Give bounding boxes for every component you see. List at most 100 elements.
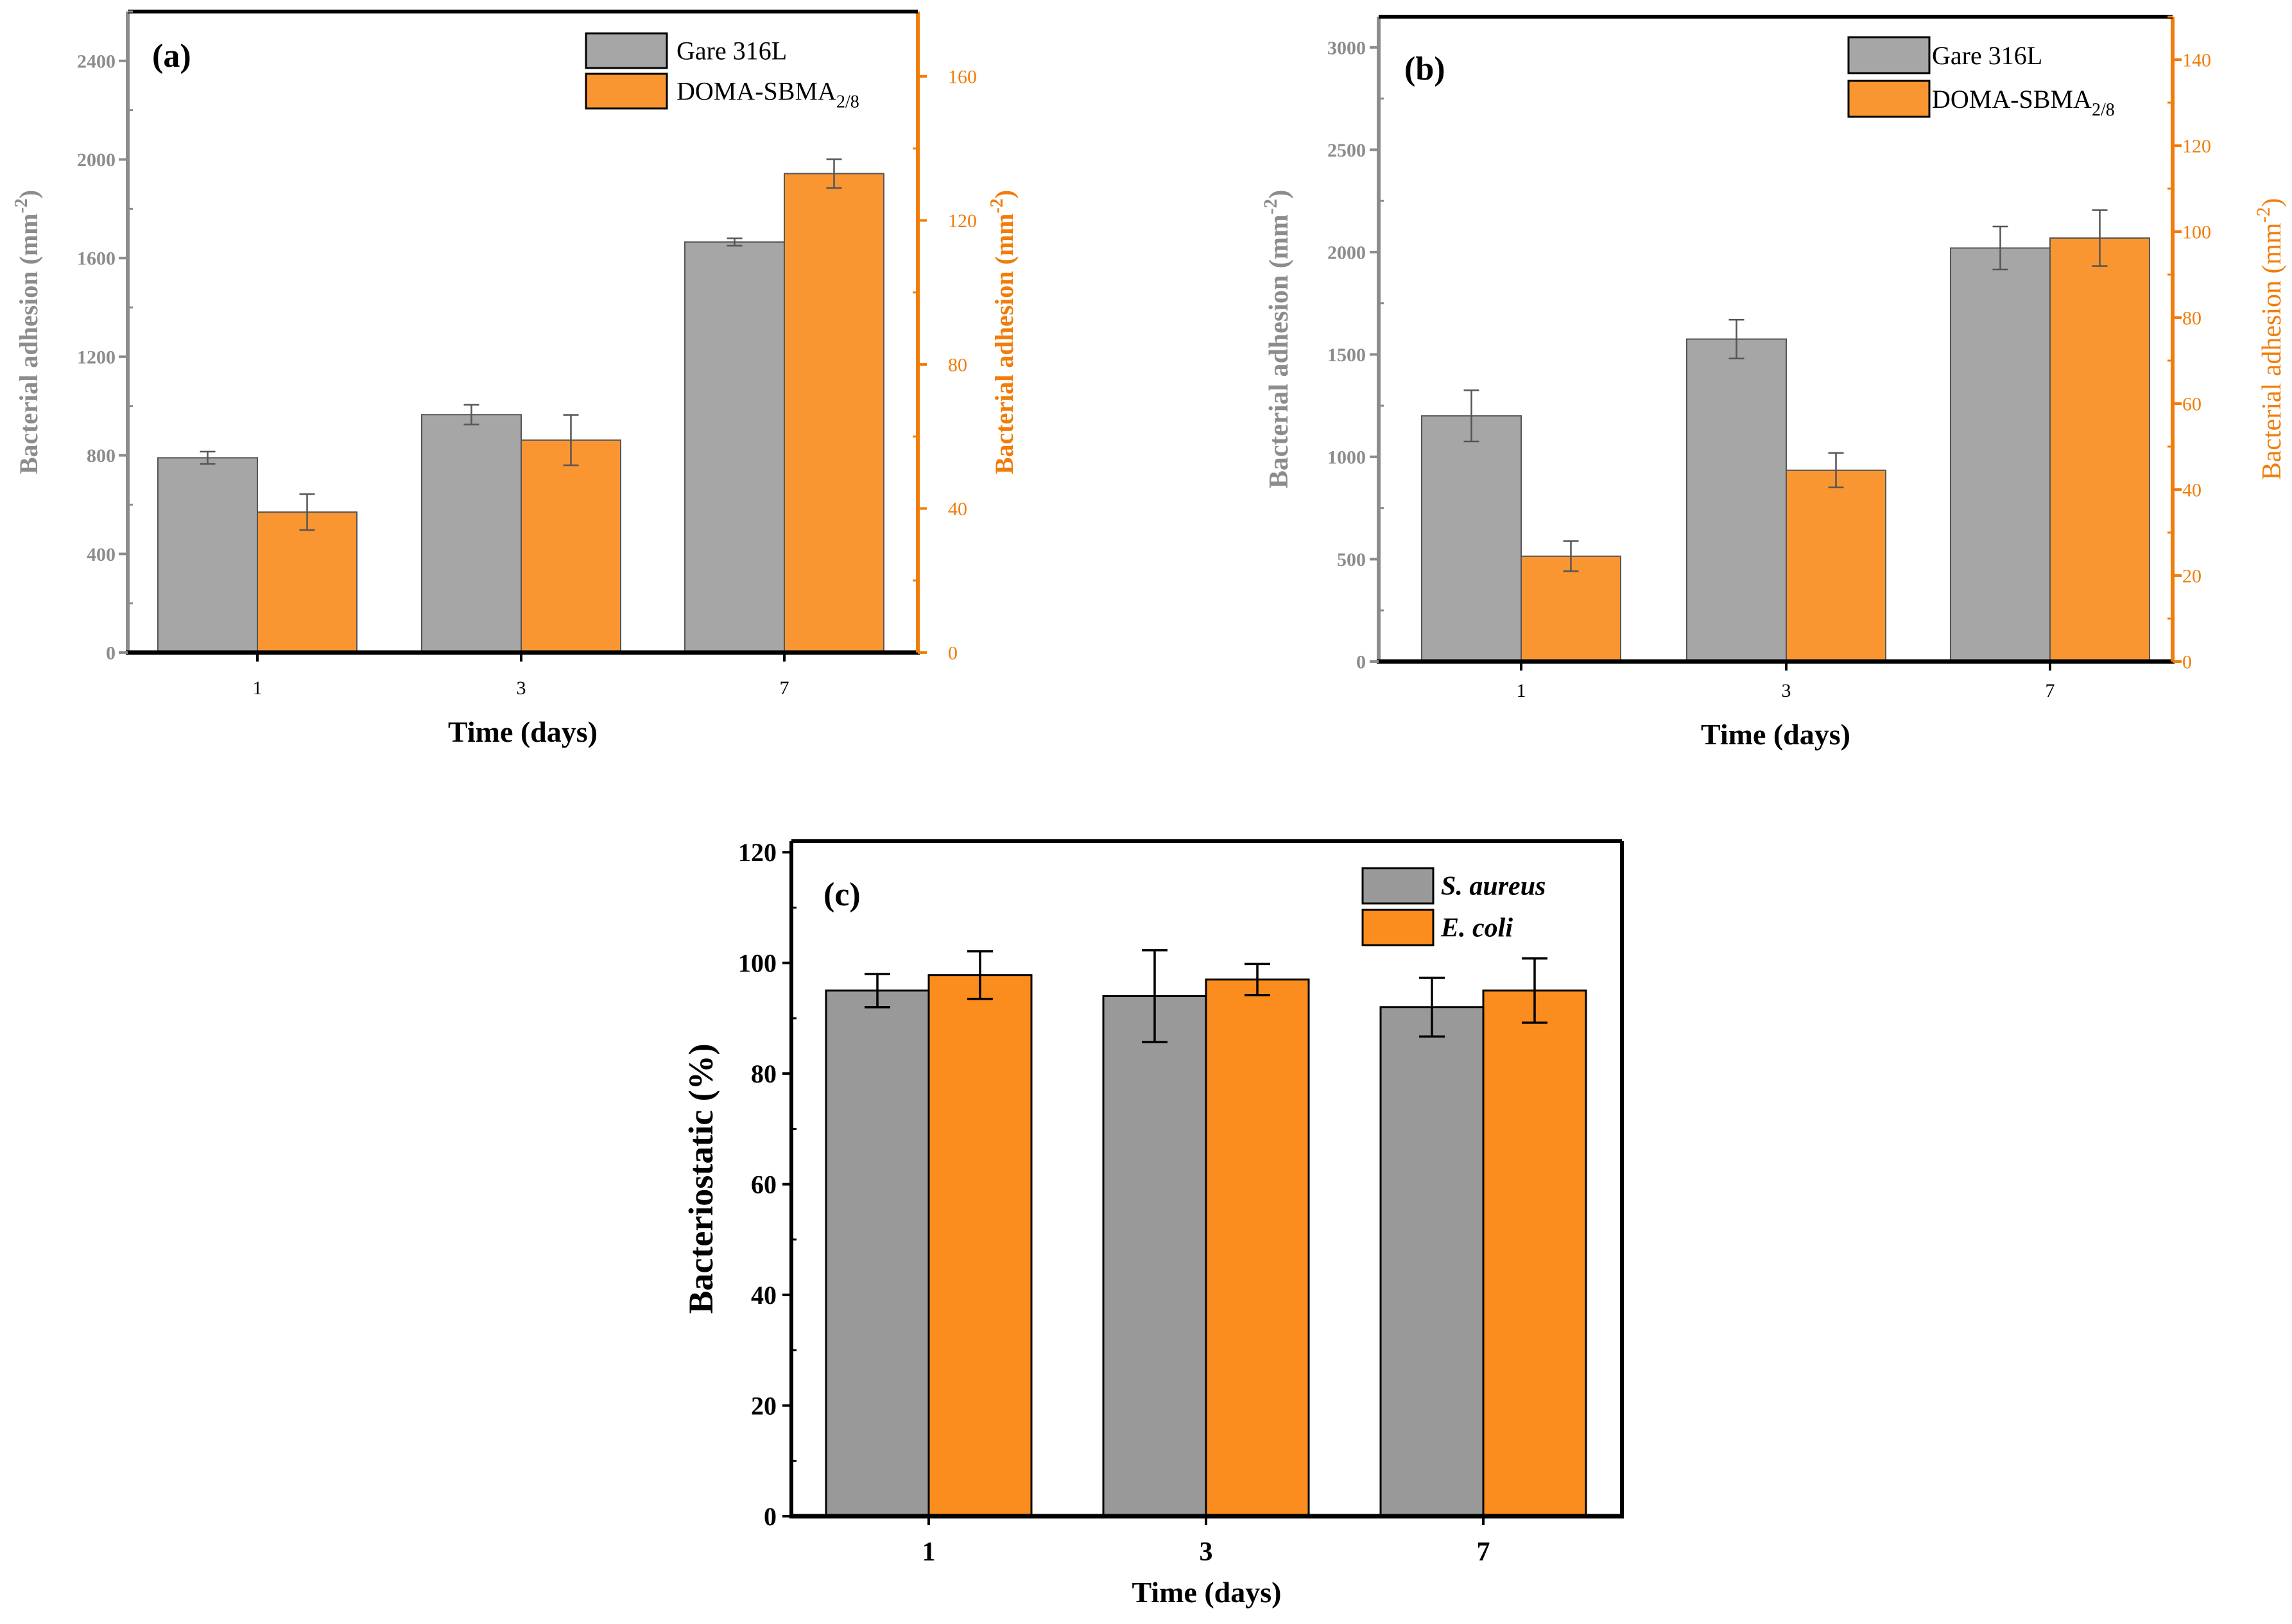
legend-label-c-s0: S. aureus xyxy=(1441,871,1546,901)
legend-label-text: Gare 316L xyxy=(1932,41,2042,70)
bar-b-s0-3 xyxy=(1686,338,1787,662)
y-axis-title-right-a: Bacterial adhesion (mm-2) xyxy=(987,190,1019,474)
legend-swatch-b-s0 xyxy=(1847,36,1931,74)
legend-label-sub: 2/8 xyxy=(836,92,859,112)
y-axis-title-right-sup: -2 xyxy=(2253,207,2274,223)
left-tick-label-a: 2000 xyxy=(77,150,116,171)
x-tick-label-b: 7 xyxy=(2046,680,2055,701)
left-tick-label-a: 800 xyxy=(87,445,116,466)
legend-swatch-a-s1 xyxy=(585,73,668,110)
y-axis-title-left-sup: -2 xyxy=(1261,199,1281,214)
bar-b-s0-1 xyxy=(1421,415,1522,663)
y-axis-title-right-sup: -2 xyxy=(987,198,1007,213)
y-axis-title-left-text: Bacterial adhesion (mm xyxy=(1264,214,1294,488)
panel-c: 0 20 40 60 80 100 120 1 3 7 Time (days) Bacteriosta… xyxy=(682,838,1624,1609)
bar-c-s1-3 xyxy=(1205,979,1310,1517)
left-tick-label-c: 80 xyxy=(751,1059,777,1088)
left-tick-label-a: 1600 xyxy=(77,248,116,269)
right-tick-label-a: 160 xyxy=(948,67,977,88)
panel-a: 0 400 800 1200 1600 2000 2400 0 40 80 120 160 1 3 7 Tim… xyxy=(12,10,1019,748)
bar-a-s1-7 xyxy=(784,173,884,654)
bar-c-s0-3 xyxy=(1102,995,1207,1517)
right-tick-label-b: 20 xyxy=(2182,566,2202,587)
x-tick-label-c: 3 xyxy=(1200,1537,1213,1567)
right-tick-label-b: 0 xyxy=(2182,652,2192,673)
y-axis-title-right-close: ) xyxy=(2257,198,2287,207)
left-tick-label-c: 40 xyxy=(751,1281,777,1310)
left-tick-label-b: 500 xyxy=(1337,549,1366,570)
legend-label-a-s1: DOMA-SBMA2/8 xyxy=(676,77,859,112)
x-tick-label-c: 1 xyxy=(922,1537,936,1567)
legend-label-sub: 2/8 xyxy=(2092,100,2115,120)
y-axis-title-left-c: Bacteriostatic (%) xyxy=(682,1043,720,1313)
x-tick-label-a: 1 xyxy=(253,678,263,699)
x-tick-label-a: 7 xyxy=(780,678,789,699)
right-tick-label-b: 120 xyxy=(2182,136,2211,157)
right-tick-label-b: 80 xyxy=(2182,308,2202,329)
panel-label-a: (a) xyxy=(152,38,191,74)
right-tick-label-b: 40 xyxy=(2182,480,2202,501)
y-axis-title-right-text: Bacterial adhesion (mm xyxy=(2257,223,2287,481)
panel-b: 0 500 1000 1500 2000 2500 3000 0 20 40 60 80 100 120 1… xyxy=(1261,15,2287,751)
legend-label-a-s0: Gare 316L xyxy=(676,37,787,65)
right-tick-label-b: 100 xyxy=(2182,222,2211,243)
x-tick-label-b: 3 xyxy=(1782,680,1791,701)
x-tick-label-b: 1 xyxy=(1517,680,1526,701)
legend-label-text: S. aureus xyxy=(1441,871,1546,901)
left-tick-label-a: 400 xyxy=(87,544,116,565)
left-tick-label-c: 120 xyxy=(738,838,777,867)
x-axis-title-b: Time (days) xyxy=(1701,718,1850,751)
right-tick-label-a: 80 xyxy=(948,355,967,376)
legend-label-c-s1: E. coli xyxy=(1440,913,1513,943)
x-axis-title-c: Time (days) xyxy=(1132,1576,1282,1609)
left-tick-label-c: 100 xyxy=(738,949,777,978)
legend-label-text: DOMA-SBMA xyxy=(676,77,836,106)
y-axis-title-right-b: Bacterial adhesion (mm-2) xyxy=(2253,198,2287,481)
right-tick-label-a: 0 xyxy=(948,643,958,664)
y-axis-title-left-text: Bacteriostatic (%) xyxy=(682,1043,720,1313)
bar-b-s1-3 xyxy=(1786,469,1886,662)
bar-a-s0-1 xyxy=(157,457,258,653)
legend-swatch-c-s1 xyxy=(1361,909,1435,946)
legend-label-text: DOMA-SBMA xyxy=(1932,85,2092,114)
bar-c-s1-1 xyxy=(927,974,1033,1517)
bar-c-s0-7 xyxy=(1379,1006,1485,1517)
legend-swatch-c-s0 xyxy=(1361,867,1435,905)
y-axis-title-right-close: ) xyxy=(990,190,1019,198)
left-tick-label-b: 2500 xyxy=(1327,140,1366,161)
legend-label-text: Gare 316L xyxy=(676,37,787,65)
y-axis-title-left-sup: -2 xyxy=(12,198,31,213)
bar-b-s1-7 xyxy=(2049,237,2150,662)
left-tick-label-c: 20 xyxy=(751,1392,777,1421)
legend-swatch-a-s0 xyxy=(585,32,668,69)
left-tick-label-b: 1500 xyxy=(1327,345,1366,366)
y-axis-title-left-close: ) xyxy=(14,190,43,198)
y-axis-title-left-a: Bacterial adhesion (mm-2) xyxy=(12,190,43,474)
y-axis-title-left-b: Bacterial adhesion (mm-2) xyxy=(1261,190,1294,488)
left-tick-label-a: 0 xyxy=(106,643,116,664)
left-tick-label-c: 60 xyxy=(751,1170,777,1199)
panel-label-b: (b) xyxy=(1404,51,1445,87)
bar-a-s0-3 xyxy=(421,414,522,653)
y-axis-title-left-close: ) xyxy=(1264,190,1294,199)
left-tick-label-b: 1000 xyxy=(1327,447,1366,468)
right-tick-label-a: 40 xyxy=(948,499,967,520)
left-tick-label-a: 2400 xyxy=(77,51,116,72)
left-tick-label-c: 0 xyxy=(764,1502,777,1531)
y-axis-title-right-text: Bacterial adhesion (mm xyxy=(990,214,1019,475)
bar-a-s0-7 xyxy=(684,241,785,653)
left-tick-label-b: 3000 xyxy=(1327,37,1366,58)
left-tick-label-a: 1200 xyxy=(77,346,116,368)
x-axis-title-a: Time (days) xyxy=(448,715,598,748)
y-axis-title-left-text: Bacterial adhesion (mm xyxy=(14,214,43,475)
left-tick-label-b: 2000 xyxy=(1327,242,1366,263)
legend-label-b-s1: DOMA-SBMA2/8 xyxy=(1932,85,2115,120)
bar-c-s1-7 xyxy=(1482,989,1587,1517)
legend-label-text: E. coli xyxy=(1440,913,1513,943)
bar-c-s0-1 xyxy=(825,989,930,1517)
panel-label-c: (c) xyxy=(823,876,861,913)
bar-b-s1-1 xyxy=(1521,555,1621,662)
bar-b-s0-7 xyxy=(1950,247,2051,662)
right-tick-label-b: 60 xyxy=(2182,394,2202,415)
